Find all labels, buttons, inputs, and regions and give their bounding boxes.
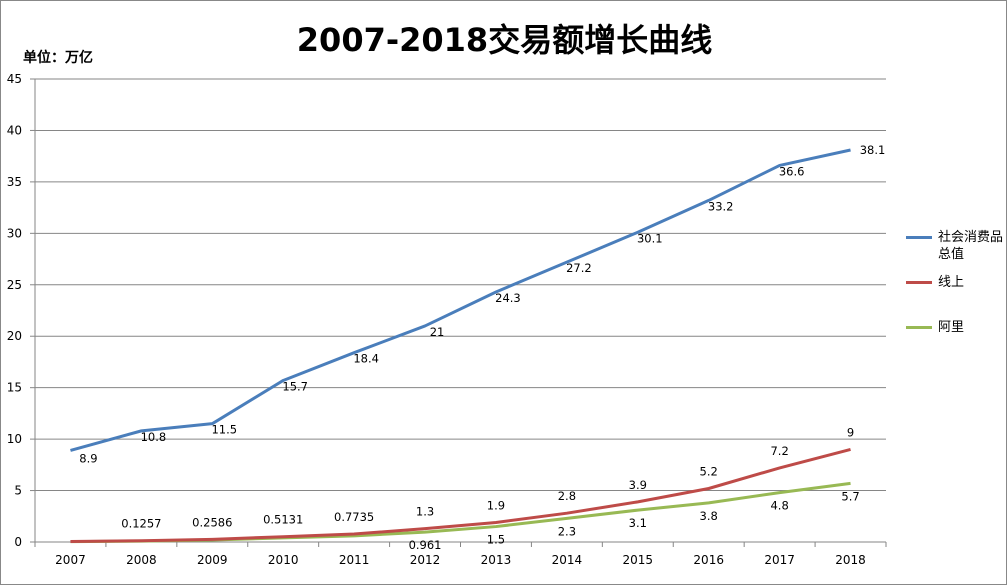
data-label: 33.2 — [708, 199, 734, 213]
y-tick-label: 0 — [14, 535, 22, 549]
data-label: 15.7 — [282, 379, 308, 393]
y-tick-label: 35 — [7, 175, 22, 189]
unit-label: 单位：万亿 — [23, 50, 93, 66]
data-label: 3.1 — [629, 516, 647, 530]
data-label: 2.3 — [558, 524, 576, 538]
x-tick-label: 2014 — [552, 553, 583, 567]
legend-label: 社会消费品总值 — [938, 230, 1004, 262]
data-label: 21 — [430, 325, 445, 339]
legend-swatch — [906, 281, 932, 284]
series-line-1 — [70, 447, 851, 543]
series-line-2 — [70, 481, 851, 544]
data-label: 4.8 — [770, 499, 788, 513]
data-label: 24.3 — [495, 291, 521, 305]
data-label: 3.9 — [629, 478, 647, 492]
data-label: 1.3 — [416, 505, 434, 519]
data-label: 11.5 — [211, 423, 237, 437]
y-tick-label: 20 — [7, 329, 22, 343]
legend-item: 社会消费品总值 — [906, 229, 1006, 263]
data-label: 3.8 — [700, 509, 718, 523]
data-label: 18.4 — [353, 352, 379, 366]
data-label: 38.1 — [860, 143, 886, 157]
x-tick-label: 2015 — [623, 553, 654, 567]
legend-item: 线上 — [906, 274, 1006, 291]
data-label: 0.2586 — [192, 515, 232, 529]
y-tick-label: 15 — [7, 381, 22, 395]
data-label: 36.6 — [779, 164, 805, 178]
y-tick-label: 40 — [7, 123, 22, 137]
data-label: 9 — [847, 425, 854, 439]
legend-swatch — [906, 236, 932, 239]
data-label: 27.2 — [566, 261, 592, 275]
data-label: 7.2 — [770, 444, 788, 458]
data-label: 0.1257 — [121, 517, 161, 531]
legend-label: 阿里 — [938, 320, 965, 335]
data-label: 1.9 — [487, 498, 505, 512]
x-tick-label: 2010 — [268, 553, 299, 567]
x-tick-label: 2012 — [410, 553, 441, 567]
y-tick-label: 30 — [7, 226, 22, 240]
x-tick-label: 2007 — [55, 553, 86, 567]
y-tick-label: 10 — [7, 432, 22, 446]
data-label: 8.9 — [79, 451, 97, 465]
data-label: 0.5131 — [263, 513, 303, 527]
data-label: 10.8 — [141, 430, 167, 444]
legend-label: 线上 — [938, 275, 965, 290]
series-line-0 — [70, 148, 851, 452]
y-tick-label: 5 — [14, 484, 22, 498]
data-label: 0.961 — [409, 538, 442, 552]
data-label: 2.8 — [558, 489, 576, 503]
chart-title: 2007-2018交易额增长曲线 — [296, 21, 713, 59]
x-tick-label: 2008 — [126, 553, 157, 567]
x-tick-label: 2009 — [197, 553, 228, 567]
data-label: 0.7735 — [334, 510, 374, 524]
x-tick-label: 2018 — [835, 553, 866, 567]
y-tick-label: 45 — [7, 72, 22, 86]
legend-item: 阿里 — [906, 319, 1006, 336]
legend-swatch — [906, 326, 932, 329]
x-tick-label: 2016 — [693, 553, 724, 567]
data-label: 5.2 — [700, 464, 718, 478]
y-tick-label: 25 — [7, 278, 22, 292]
data-label: 30.1 — [637, 231, 663, 245]
x-tick-label: 2017 — [764, 553, 795, 567]
x-tick-label: 2011 — [339, 553, 370, 567]
x-tick-label: 2013 — [481, 553, 512, 567]
data-label: 5.7 — [841, 489, 859, 503]
data-label: 1.5 — [487, 533, 505, 547]
